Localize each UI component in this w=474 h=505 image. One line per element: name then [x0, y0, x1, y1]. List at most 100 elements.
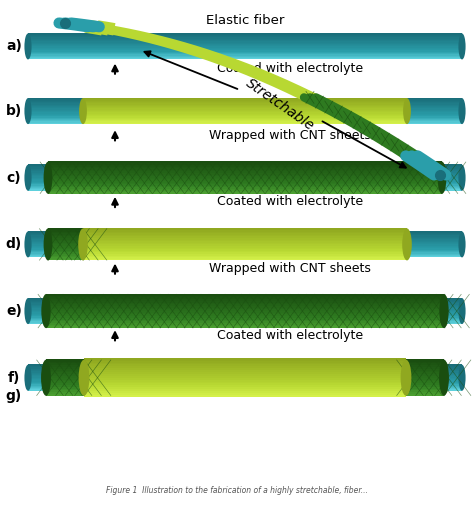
- Bar: [46, 297, 58, 299]
- Bar: [444, 368, 462, 370]
- Bar: [28, 246, 48, 248]
- Bar: [28, 120, 83, 122]
- Bar: [46, 306, 58, 308]
- Bar: [444, 376, 462, 378]
- Bar: [83, 249, 407, 251]
- Bar: [407, 121, 462, 123]
- Bar: [83, 236, 407, 238]
- Bar: [48, 166, 442, 168]
- Bar: [444, 315, 462, 316]
- Bar: [28, 112, 83, 114]
- Bar: [84, 366, 406, 368]
- Ellipse shape: [458, 33, 465, 60]
- Bar: [83, 99, 407, 100]
- Bar: [442, 186, 462, 188]
- Bar: [28, 233, 48, 235]
- Bar: [444, 303, 462, 305]
- Bar: [444, 318, 462, 320]
- Bar: [28, 304, 46, 306]
- Bar: [84, 394, 406, 397]
- Bar: [46, 381, 84, 383]
- Ellipse shape: [78, 228, 88, 261]
- Text: Figure 1  Illustration to the fabrication of a highly stretchable, fiber...: Figure 1 Illustration to the fabrication…: [106, 486, 368, 495]
- Bar: [407, 231, 462, 233]
- Bar: [48, 247, 83, 249]
- Bar: [28, 366, 46, 367]
- Bar: [84, 372, 406, 374]
- Bar: [407, 235, 462, 237]
- Bar: [28, 256, 48, 258]
- Bar: [46, 322, 58, 324]
- Bar: [28, 389, 46, 391]
- Bar: [28, 97, 83, 99]
- Bar: [46, 302, 444, 305]
- Text: Coated with electrolyte: Coated with electrolyte: [217, 329, 363, 342]
- Bar: [28, 41, 462, 42]
- Bar: [444, 320, 462, 322]
- Bar: [444, 375, 462, 376]
- Bar: [444, 316, 462, 318]
- Bar: [407, 117, 462, 119]
- Bar: [83, 250, 407, 252]
- Bar: [46, 388, 84, 390]
- Bar: [83, 111, 407, 113]
- Bar: [406, 390, 444, 392]
- Bar: [28, 57, 462, 58]
- Bar: [406, 377, 444, 380]
- Bar: [46, 316, 444, 318]
- Text: b): b): [6, 104, 22, 118]
- Bar: [444, 370, 462, 371]
- Bar: [28, 315, 46, 316]
- Bar: [48, 176, 442, 178]
- Bar: [28, 301, 46, 304]
- Bar: [407, 102, 462, 104]
- Bar: [442, 185, 462, 187]
- Bar: [48, 239, 83, 241]
- Bar: [28, 102, 83, 104]
- Bar: [28, 236, 48, 238]
- Bar: [444, 364, 462, 366]
- Bar: [46, 297, 444, 299]
- Bar: [48, 169, 442, 171]
- Bar: [28, 48, 462, 51]
- Bar: [46, 386, 84, 388]
- Bar: [28, 318, 46, 320]
- Bar: [46, 312, 444, 315]
- Bar: [407, 100, 462, 102]
- Bar: [407, 232, 462, 234]
- Bar: [28, 382, 46, 384]
- Bar: [28, 320, 46, 322]
- Bar: [28, 58, 462, 60]
- Bar: [28, 117, 83, 119]
- Bar: [48, 161, 442, 163]
- Text: f): f): [8, 371, 20, 385]
- Bar: [48, 173, 442, 175]
- Ellipse shape: [25, 33, 32, 60]
- Text: Wrapped with CNT sheets: Wrapped with CNT sheets: [209, 262, 371, 275]
- Bar: [84, 381, 406, 383]
- Bar: [48, 234, 83, 236]
- Bar: [28, 50, 462, 52]
- Bar: [28, 189, 48, 191]
- Bar: [444, 300, 462, 302]
- Bar: [406, 363, 444, 365]
- Bar: [83, 108, 407, 110]
- Bar: [28, 370, 46, 371]
- Bar: [406, 379, 444, 381]
- Bar: [83, 100, 407, 102]
- Bar: [28, 240, 48, 242]
- Bar: [28, 311, 46, 313]
- Bar: [406, 375, 444, 378]
- Bar: [46, 299, 58, 301]
- Bar: [28, 372, 46, 374]
- Bar: [444, 304, 462, 306]
- Bar: [407, 108, 462, 110]
- Bar: [407, 250, 462, 252]
- Bar: [84, 370, 406, 372]
- Bar: [407, 107, 462, 109]
- Bar: [48, 249, 83, 251]
- Text: Elastic fiber: Elastic fiber: [206, 14, 284, 27]
- Bar: [28, 107, 83, 109]
- Bar: [48, 163, 442, 165]
- Bar: [83, 103, 407, 105]
